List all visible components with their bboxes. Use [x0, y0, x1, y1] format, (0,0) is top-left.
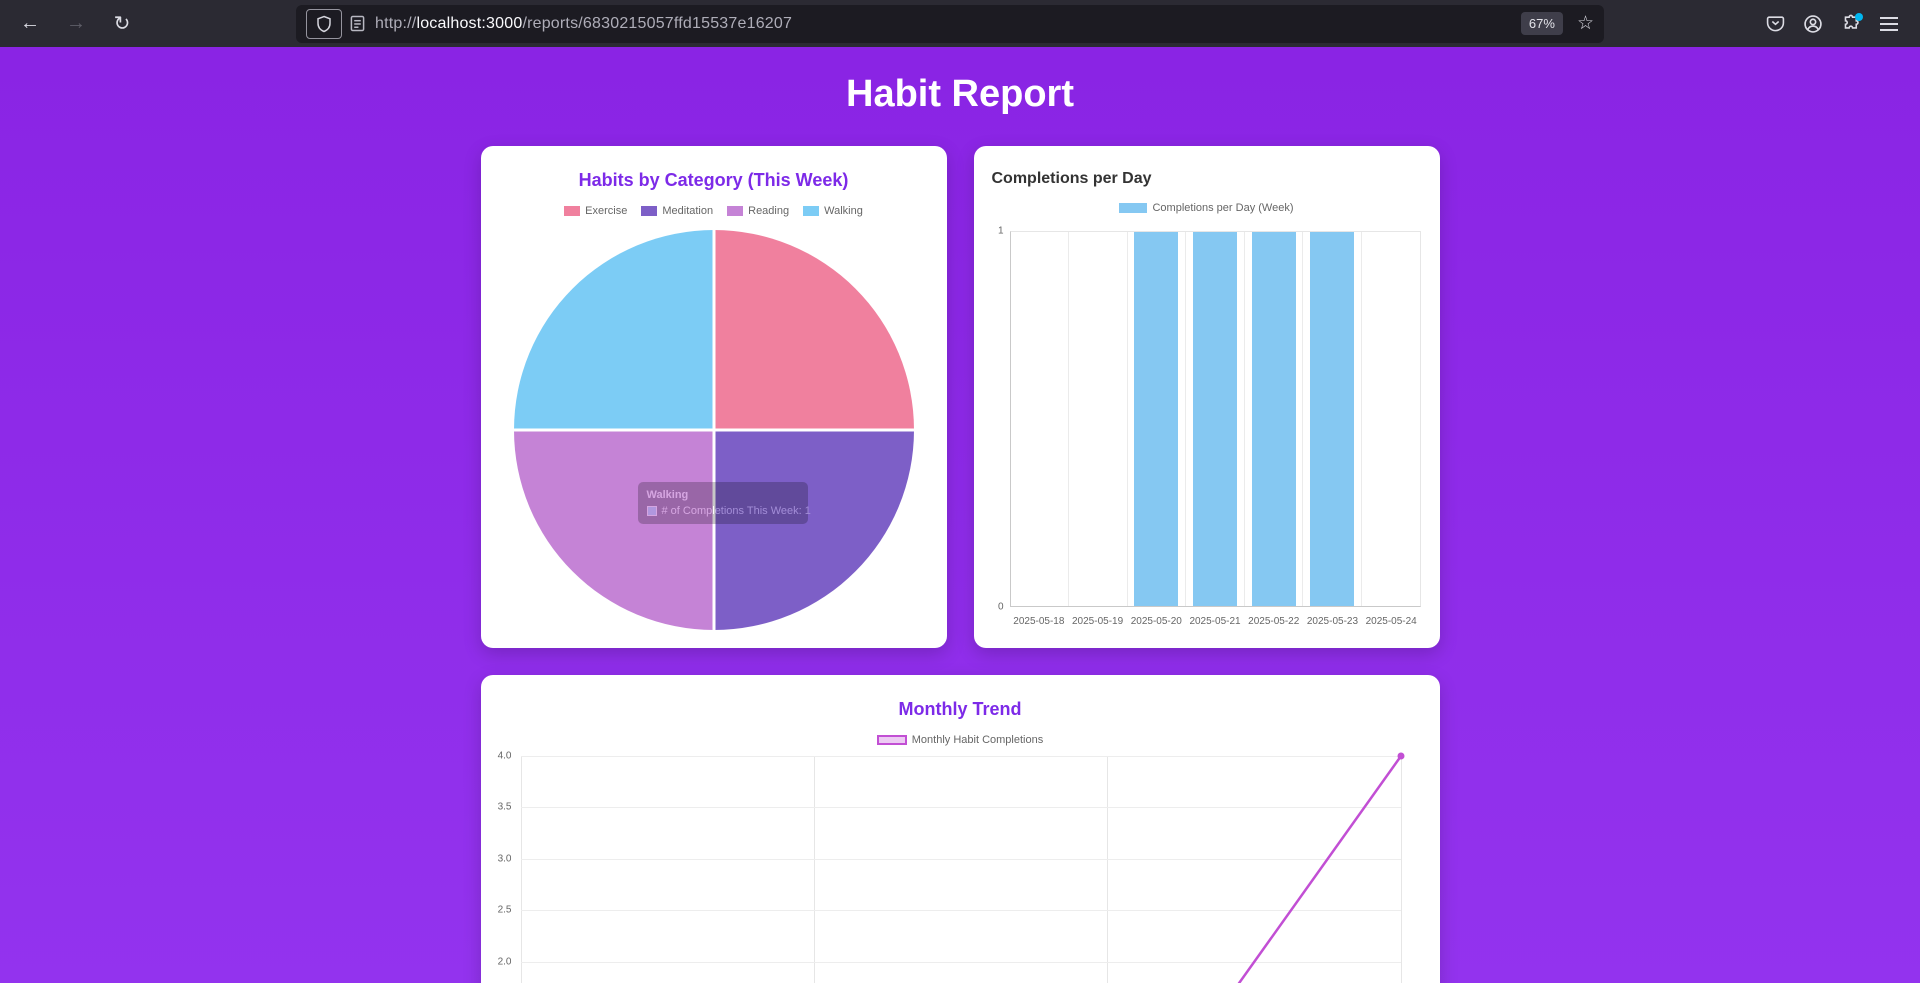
- line-legend: Monthly Habit Completions: [481, 734, 1440, 746]
- x-axis-label: 2025-05-19: [1072, 616, 1124, 627]
- legend-swatch: [803, 206, 820, 216]
- gridline-horizontal: [520, 858, 1401, 860]
- bar[interactable]: [1251, 232, 1296, 606]
- forward-icon[interactable]: →: [58, 6, 94, 42]
- line-card: Monthly Trend Monthly Habit Completions …: [480, 675, 1440, 983]
- bar-card-title: Completions per Day: [991, 170, 1152, 187]
- gridline-vertical: [1400, 756, 1402, 983]
- url-host: localhost:3000: [416, 14, 523, 32]
- legend-item[interactable]: Completions per Day (Week): [1119, 202, 1294, 214]
- bar-column[interactable]: [1069, 232, 1128, 606]
- toolbar-right: [1756, 6, 1908, 42]
- pie-slice-border-horizontal: [513, 428, 914, 432]
- gridline-vertical: [520, 756, 522, 983]
- x-axis-label: 2025-05-20: [1130, 616, 1182, 627]
- legend-label: Completions per Day (Week): [1152, 202, 1294, 214]
- zoom-indicator[interactable]: 67%: [1520, 12, 1563, 35]
- bar[interactable]: [1310, 232, 1355, 606]
- x-axis-label: 2025-05-24: [1365, 616, 1417, 627]
- bar-column[interactable]: [1128, 232, 1187, 606]
- pie-card-title: Habits by Category (This Week): [578, 170, 849, 190]
- url-path: /reports/6830215057ffd15537e16207: [522, 14, 793, 32]
- legend-swatch: [1119, 203, 1148, 213]
- x-axis-label: 2025-05-21: [1189, 616, 1241, 627]
- trend-line: [1237, 752, 1404, 983]
- extensions-puzzle-icon[interactable]: [1832, 6, 1870, 42]
- bar-column[interactable]: [1362, 232, 1420, 606]
- legend-swatch: [641, 206, 658, 216]
- url-scheme: http://: [375, 14, 417, 32]
- legend-item[interactable]: Walking: [803, 205, 863, 217]
- report-page: Habit Report Habits by Category (This We…: [0, 47, 1920, 983]
- gridline-horizontal: [520, 961, 1401, 963]
- gridline-horizontal: [520, 807, 1401, 809]
- y-axis-label: 0: [997, 601, 1004, 613]
- account-icon[interactable]: [1794, 6, 1832, 42]
- bar-x-axis: 2025-05-18 2025-05-19 2025-05-20 2025-05-21…: [1010, 616, 1421, 627]
- y-axis-label: 3.0: [497, 853, 512, 865]
- gridline-horizontal: [520, 756, 1401, 757]
- bar-chart[interactable]: [1009, 231, 1421, 607]
- bookmark-star-icon[interactable]: ☆: [1576, 13, 1594, 34]
- legend-label: Meditation: [662, 205, 714, 217]
- legend-swatch: [876, 735, 907, 745]
- pie-legend: Exercise Meditation Reading Walking: [481, 205, 947, 217]
- y-axis-label: 1: [997, 225, 1004, 237]
- legend-swatch: [727, 206, 744, 216]
- bar-column[interactable]: [1245, 232, 1304, 606]
- legend-label: Monthly Habit Completions: [911, 734, 1044, 746]
- y-axis-label: 2.5: [497, 904, 512, 916]
- legend-item[interactable]: Exercise: [564, 205, 627, 217]
- legend-item[interactable]: Reading: [727, 205, 789, 217]
- legend-label: Exercise: [585, 205, 628, 217]
- pie-card: Habits by Category (This Week) Exercise M…: [480, 146, 947, 648]
- pie-chart[interactable]: [513, 230, 914, 630]
- pocket-icon[interactable]: [1756, 6, 1794, 42]
- y-axis-label: 2.0: [497, 956, 512, 968]
- tracking-protection-shield-icon[interactable]: [306, 8, 342, 39]
- legend-label: Walking: [824, 205, 863, 217]
- legend-swatch: [564, 206, 581, 216]
- line-chart[interactable]: 4.03.53.02.52.01.51.00.50.0: [498, 751, 1404, 983]
- menu-hamburger-icon[interactable]: [1870, 6, 1908, 42]
- cards-row: Habits by Category (This Week) Exercise M…: [480, 146, 1440, 648]
- url-text[interactable]: http://localhost:3000/reports/6830215057…: [375, 15, 1521, 33]
- legend-item[interactable]: Meditation: [641, 205, 713, 217]
- bar[interactable]: [1193, 232, 1238, 606]
- bar-legend: Completions per Day (Week): [974, 202, 1440, 214]
- x-axis-label: 2025-05-23: [1306, 616, 1359, 627]
- gridline-horizontal: [520, 910, 1401, 912]
- url-bar[interactable]: http://localhost:3000/reports/6830215057…: [296, 4, 1604, 43]
- line-card-title: Monthly Trend: [898, 699, 1022, 719]
- extension-notification-dot: [1855, 12, 1863, 21]
- page-info-icon[interactable]: [350, 15, 365, 32]
- gridline-vertical: [813, 756, 815, 983]
- bar-card: Completions per Day Completions per Day …: [973, 146, 1440, 648]
- legend-label: Reading: [748, 205, 790, 217]
- page-title: Habit Report: [846, 73, 1074, 115]
- bar-column[interactable]: [1011, 232, 1070, 606]
- legend-item[interactable]: Monthly Habit Completions: [876, 734, 1044, 746]
- x-axis-label: 2025-05-18: [1013, 616, 1065, 627]
- browser-toolbar: ← → ↻ http://localhost:3000/reports/6830…: [0, 0, 1920, 47]
- x-axis-label: 2025-05-22: [1248, 616, 1300, 627]
- bar[interactable]: [1134, 232, 1179, 606]
- y-axis-label: 3.5: [497, 801, 512, 813]
- bar-column[interactable]: [1186, 232, 1245, 606]
- reload-icon[interactable]: ↻: [104, 6, 140, 42]
- y-axis-label: 4.0: [497, 750, 512, 762]
- gridline-vertical: [1107, 756, 1109, 983]
- back-icon[interactable]: ←: [12, 6, 48, 42]
- bar-column[interactable]: [1303, 232, 1362, 606]
